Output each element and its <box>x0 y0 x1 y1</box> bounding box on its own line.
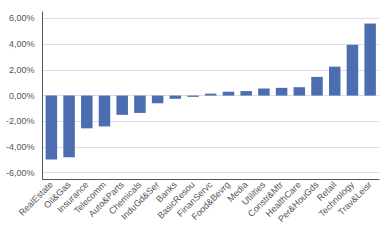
svg-text:Trav&Leisr: Trav&Leisr <box>336 180 374 218</box>
svg-text:Technology: Technology <box>316 179 356 219</box>
svg-text:Oil&Gas: Oil&Gas <box>41 179 73 211</box>
svg-text:-2,00%: -2,00% <box>6 116 35 126</box>
svg-text:BasicResou: BasicResou <box>155 179 197 221</box>
svg-text:Utilities: Utilities <box>239 179 268 208</box>
svg-text:4,00%: 4,00% <box>9 39 35 49</box>
svg-text:Telecomm: Telecomm <box>72 179 108 216</box>
svg-text:HealthCare: HealthCare <box>263 179 303 219</box>
svg-text:InduGd&Ser: InduGd&Ser <box>119 180 161 222</box>
svg-text:Constr&Mtr: Constr&Mtr <box>245 179 286 219</box>
svg-text:-6,00%: -6,00% <box>6 168 35 178</box>
svg-text:Banks: Banks <box>154 179 179 205</box>
svg-text:RealEstate: RealEstate <box>16 179 55 218</box>
svg-text:2,00%: 2,00% <box>9 65 35 75</box>
svg-text:Retail: Retail <box>314 179 339 203</box>
svg-text:Chemicals: Chemicals <box>106 179 144 217</box>
svg-text:-4,00%: -4,00% <box>6 142 35 152</box>
svg-text:Per&HouGds: Per&HouGds <box>276 179 321 224</box>
svg-text:Auto&Parts: Auto&Parts <box>86 179 126 219</box>
svg-text:0,00%: 0,00% <box>9 91 35 101</box>
svg-text:Media: Media <box>225 179 250 204</box>
svg-text:Insurance: Insurance <box>55 179 91 215</box>
svg-text:6,00%: 6,00% <box>9 13 35 23</box>
svg-text:FinanServc: FinanServc <box>175 179 215 219</box>
svg-text:Food&Bevrg: Food&Bevrg <box>190 180 232 222</box>
